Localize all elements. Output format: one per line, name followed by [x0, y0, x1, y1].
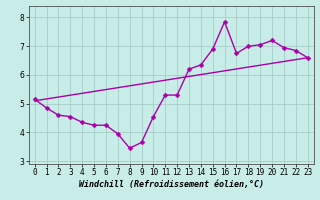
X-axis label: Windchill (Refroidissement éolien,°C): Windchill (Refroidissement éolien,°C)	[79, 180, 264, 189]
